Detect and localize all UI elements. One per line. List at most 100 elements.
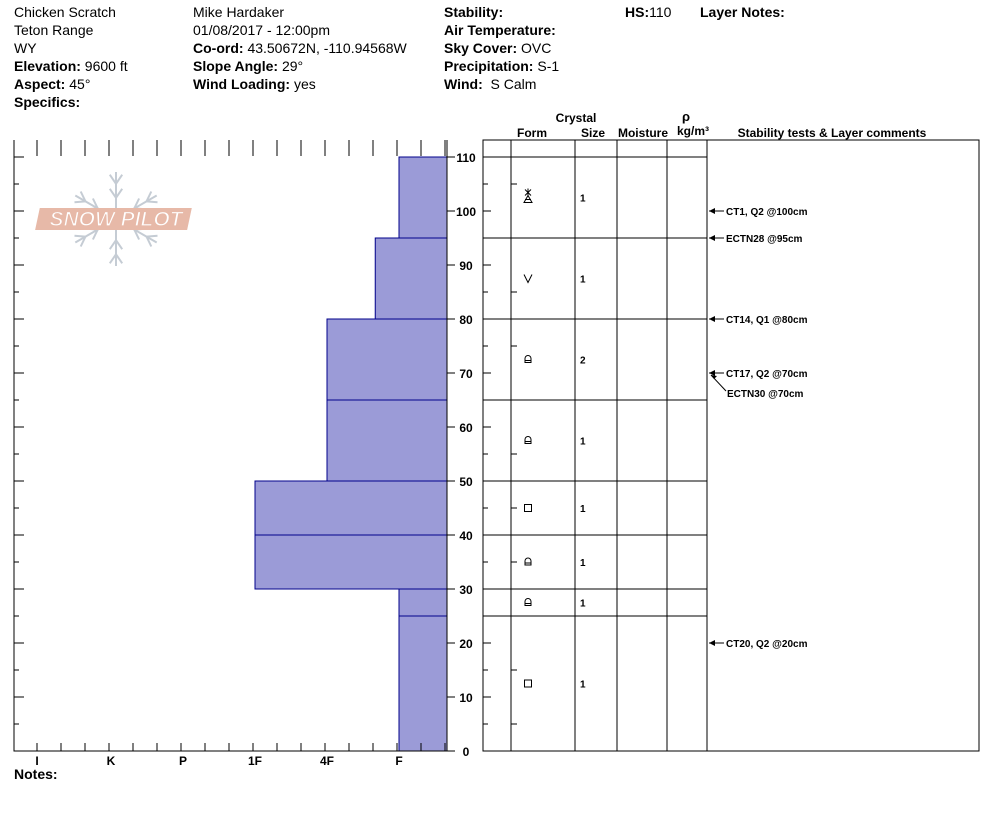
wind-value: S Calm <box>490 76 537 92</box>
crystal-size-value: 2 <box>580 356 586 367</box>
stability-test-label: CT17, Q2 @70cm <box>726 369 808 380</box>
snowpilot-logo: SNOW PILOT <box>35 172 192 266</box>
snowflake-branch <box>108 253 117 264</box>
snowflake-branch <box>115 174 124 185</box>
snowflake-branch <box>79 236 87 247</box>
observer-name: Mike Hardaker <box>193 4 285 20</box>
hoar-shape <box>524 436 532 444</box>
crystal-size-value: 1 <box>580 680 586 691</box>
stability-test-label: CT20, Q2 @20cm <box>726 639 808 650</box>
density-header: ρ <box>682 109 690 124</box>
elevation-value: 9600 ft <box>84 58 128 74</box>
faceted-rounded-icon <box>523 188 533 203</box>
size-header: Size <box>581 126 605 140</box>
depth-tick-label: 80 <box>459 313 473 327</box>
snowflake-branch <box>92 229 99 240</box>
hardness-tick-label: 4F <box>320 754 334 768</box>
stability-test-label: ECTN30 @70cm <box>727 389 804 400</box>
test-arrowhead <box>709 316 715 322</box>
snowflake-branch <box>108 188 117 199</box>
facet-square <box>524 504 532 512</box>
notes-label: Notes: <box>14 766 58 782</box>
facet-square <box>524 679 532 688</box>
layer-notes-row: Layer Notes: <box>700 3 785 21</box>
depth-tick-label: 70 <box>459 367 473 381</box>
stability-test-label: CT14, Q1 @80cm <box>726 315 808 326</box>
header-col-3: Stability: Air Temperature: Sky Cover: O… <box>444 3 559 93</box>
coord-row: Co-ord: 43.50672N, -110.94568W <box>193 39 407 57</box>
hardness-tick-label: F <box>395 754 402 768</box>
hardness-bar <box>398 588 448 617</box>
test-arrowhead <box>711 375 717 379</box>
snowflake-branch <box>74 234 86 238</box>
form-header: Form <box>517 126 547 140</box>
specifics-label: Specifics: <box>14 94 81 110</box>
state-name: WY <box>14 40 37 56</box>
table-frame <box>482 139 980 752</box>
depth-tick-label: 0 <box>463 745 470 759</box>
moisture-header: Moisture <box>618 126 668 140</box>
hs-value: 110 <box>649 4 672 20</box>
test-arrowhead <box>709 235 715 241</box>
depth-tick-label: 60 <box>459 421 473 435</box>
depth-tick-label: 90 <box>459 259 473 273</box>
precip-value: S-1 <box>537 58 560 74</box>
snowflake-branch <box>108 239 117 250</box>
layer-table: 1 1 2 1 1 1 1 1 <box>482 139 980 752</box>
depth-hoar-icon <box>524 598 532 606</box>
test-arrowhead <box>709 370 715 376</box>
depth-hoar-icon <box>524 557 532 566</box>
header-col-2: Mike Hardaker 01/08/2017 - 12:00pm Co-or… <box>193 3 407 93</box>
hardness-bar <box>254 480 448 536</box>
depth-tick-label: 20 <box>459 637 473 651</box>
sky-cover-label: Sky Cover: <box>444 40 518 56</box>
hs-row: HS:110 <box>625 3 671 21</box>
stability-test-label: CT1, Q2 @100cm <box>726 207 808 218</box>
hardness-bar <box>254 534 448 590</box>
hardness-bar <box>398 156 448 239</box>
crystal-size-value: 1 <box>580 194 586 205</box>
snowflake-branch <box>108 174 117 185</box>
depth-tick-label: 110 <box>456 151 476 165</box>
wind-loading-value: yes <box>293 76 316 92</box>
header-col-1: Chicken Scratch Teton Range WY Elevation… <box>14 3 128 111</box>
stability-tests: CT1, Q2 @100cm ECTN28 @95cm CT14, Q1 @80cm… <box>709 207 808 650</box>
snowflake-branch <box>146 200 158 204</box>
coord-label: Co-ord: <box>193 40 244 56</box>
stability-test-label: ECTN28 @95cm <box>726 234 803 245</box>
aspect-label: Aspect: <box>14 76 66 92</box>
layer-notes-label: Layer Notes: <box>700 4 785 20</box>
precip-row: Precipitation: S-1 <box>444 57 559 75</box>
observation-datetime: 01/08/2017 - 12:00pm <box>193 22 330 38</box>
slope-row: Slope Angle: 29° <box>193 57 407 75</box>
stability-row: Stability: <box>444 3 559 21</box>
crystal-header: Crystal <box>556 111 597 125</box>
crystal-size-value: 1 <box>580 558 586 569</box>
snowflake-branch <box>133 229 140 240</box>
hardness-tick-label: I <box>35 754 38 768</box>
elevation-row: Elevation: 9600 ft <box>14 57 128 75</box>
snowflake-branch <box>74 200 86 204</box>
hoar-shape <box>524 598 532 606</box>
sky-cover-row: Sky Cover: OVC <box>444 39 559 57</box>
specifics-row: Specifics: <box>14 93 128 111</box>
depth-tick-label: 30 <box>459 583 473 597</box>
profile-frame <box>13 140 448 752</box>
faceted-icon <box>524 679 532 688</box>
precip-shape <box>523 274 533 284</box>
hardness-bar <box>326 399 448 482</box>
wind-loading-label: Wind Loading: <box>193 76 291 92</box>
hs-label: HS: <box>625 4 650 20</box>
density-unit-header: kg/m³ <box>677 124 709 138</box>
logo-text: SNOW PILOT <box>50 208 185 231</box>
stability-header: Stability tests & Layer comments <box>738 126 927 140</box>
aspect-value: 45° <box>69 76 91 92</box>
snowflake-branch <box>115 239 124 250</box>
hoar-shape <box>524 557 532 566</box>
crystal-size-value: 1 <box>580 275 586 286</box>
snowflake-branch <box>115 188 124 199</box>
range-name: Teton Range <box>14 22 94 38</box>
hardness-bar <box>398 615 448 752</box>
elevation-label: Elevation: <box>14 58 81 74</box>
depth-tick-label: 40 <box>459 529 473 543</box>
